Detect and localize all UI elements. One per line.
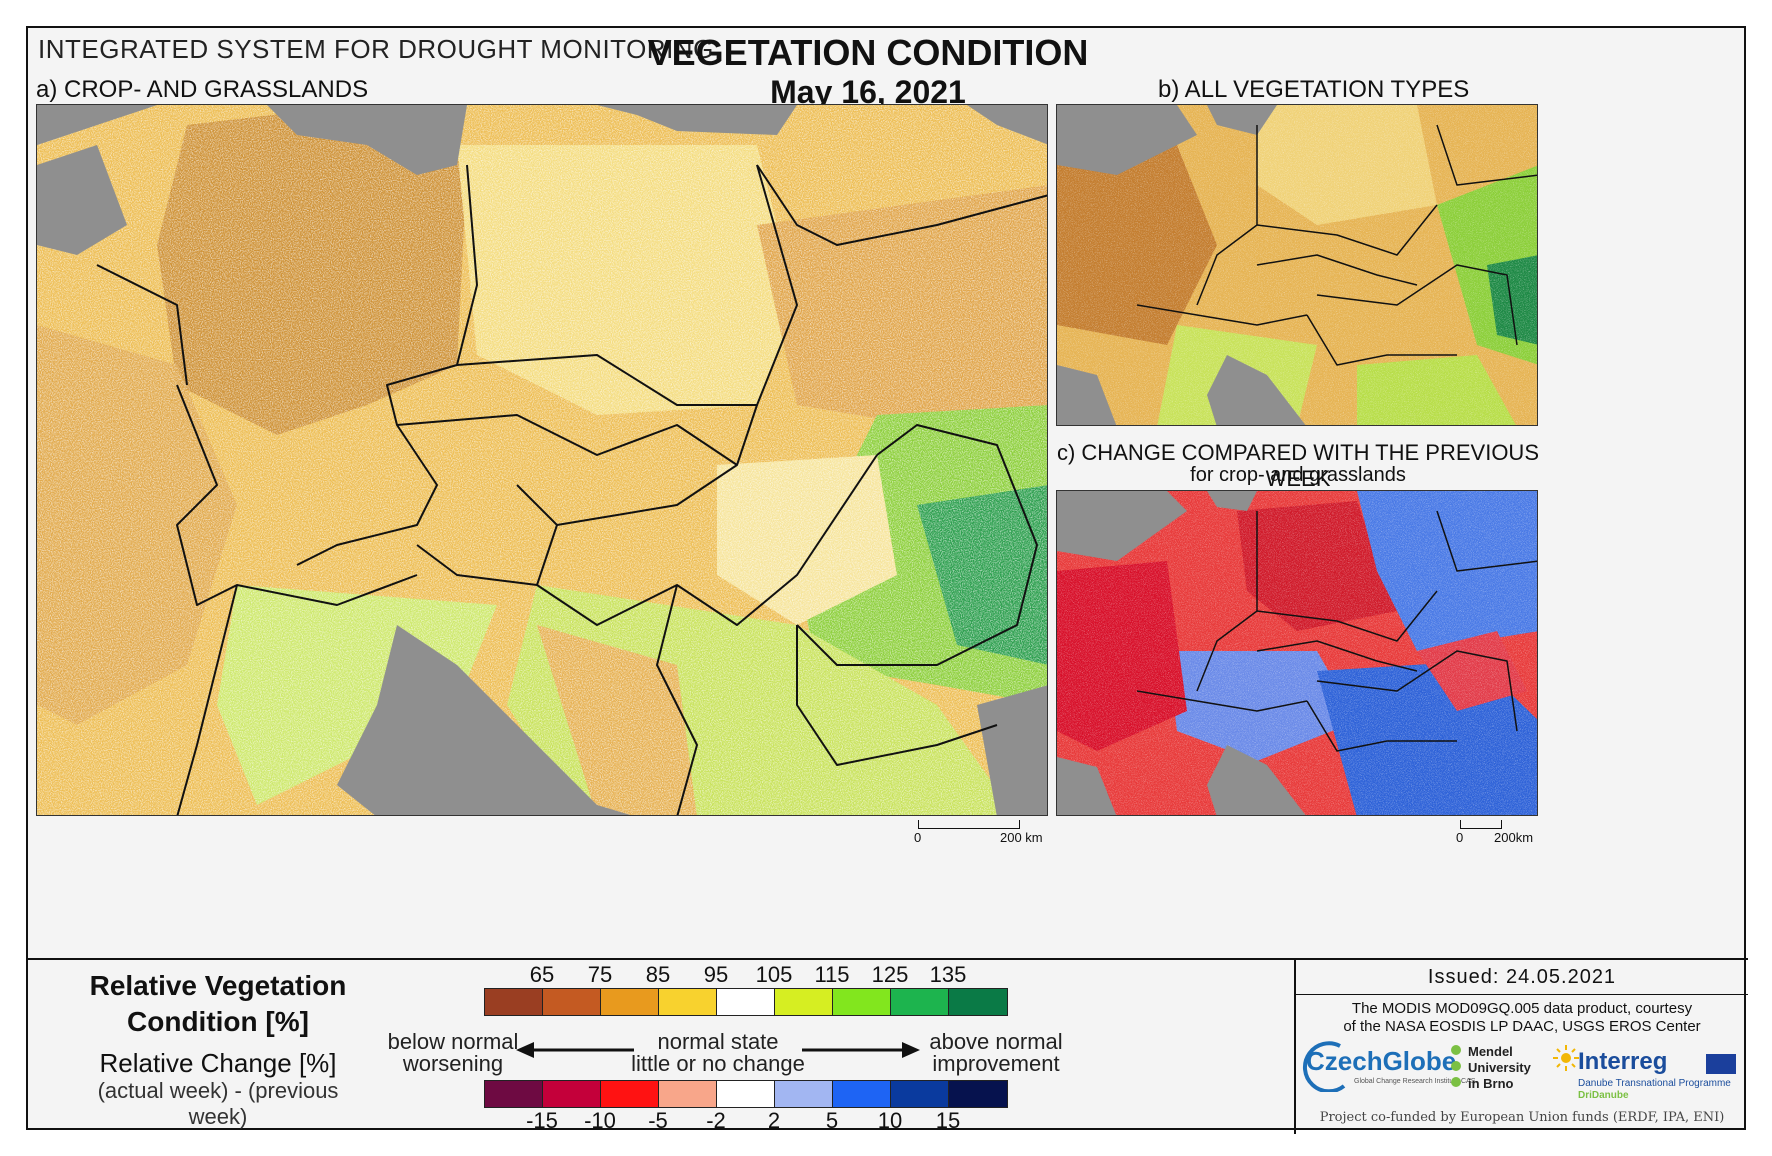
rc-tick-2: -5 (648, 1108, 668, 1133)
rvc-tick-5: 115 (814, 962, 850, 987)
rvc-tick-0: 65 (529, 962, 555, 987)
figure-frame: INTEGRATED SYSTEM FOR DROUGHT MONITORING… (26, 26, 1748, 1134)
arrow-right-icon (802, 1042, 920, 1058)
rc-swatch-2 (601, 1081, 659, 1107)
rvc-swatch-0 (485, 989, 543, 1015)
label-normal-state: normal state (657, 1029, 779, 1054)
map-weekly-change[interactable] (1056, 490, 1538, 816)
rvc-title-line2: Condition [%] (127, 1006, 309, 1037)
rvc-swatch-8 (949, 989, 1007, 1015)
czechglobe-logo-icon (1303, 1041, 1346, 1092)
eu-flag-icon (1706, 1054, 1736, 1074)
map-b-canvas (1057, 105, 1537, 425)
rc-title-text: Relative Change [%] (99, 1048, 337, 1078)
rc-tick-7: 15 (935, 1108, 961, 1133)
scale-zero-a: 0 (914, 830, 922, 845)
rc-swatch-5 (775, 1081, 833, 1107)
rc-swatch-6 (833, 1081, 891, 1107)
panel-b-label: b) ALL VEGETATION TYPES (1158, 76, 1470, 103)
mendel-dots-icon (1451, 1045, 1461, 1087)
rvc-swatch-1 (543, 989, 601, 1015)
rvc-tick-2: 85 (645, 962, 671, 987)
label-below-normal: below normal (387, 1029, 519, 1054)
rvc-tick-3: 95 (703, 962, 729, 987)
rvc-title-line1: Relative Vegetation (89, 970, 347, 1001)
rc-swatch-4 (717, 1081, 775, 1107)
courtesy-text: The MODIS MOD09GQ.005 data product, cour… (1296, 1000, 1748, 1036)
rvc-swatch-6 (833, 989, 891, 1015)
logo-interreg-sub2: DriDanube (1578, 1090, 1629, 1101)
label-above-normal: above normal (929, 1029, 1063, 1054)
main-title: VEGETATION CONDITION (647, 32, 1089, 73)
rc-formula: (actual week) - (previous week) (97, 1078, 339, 1129)
map-all-vegetation[interactable] (1056, 104, 1538, 426)
rc-tick-6: 10 (877, 1108, 903, 1133)
info-box: Issued: 24.05.2021 The MODIS MOD09GQ.005… (1294, 960, 1748, 1134)
interreg-sun-icon (1553, 1045, 1579, 1071)
rc-tick-5: 5 (825, 1108, 839, 1133)
rvc-color-scale (484, 988, 1008, 1016)
rvc-swatch-2 (601, 989, 659, 1015)
rc-color-scale (484, 1080, 1008, 1108)
label-worsening: worsening (402, 1051, 504, 1076)
rc-swatch-8 (949, 1081, 1007, 1107)
panel-c-label: c) CHANGE COMPARED WITH THE PREVIOUS WEE… (1056, 440, 1539, 491)
rvc-tick-4: 105 (755, 962, 793, 987)
panel-c-sublabel: for crop- and grasslands (1190, 464, 1406, 486)
courtesy-line2: of the NASA EOSDIS LP DAAC, USGS EROS Ce… (1343, 1018, 1701, 1035)
map-crop-grasslands[interactable] (36, 104, 1048, 816)
scale-bar-a (918, 820, 1020, 829)
label-improvement: improvement (932, 1051, 1060, 1076)
cofund-text: Project co-funded by European Union fund… (1319, 1110, 1725, 1125)
scale-zero-c: 0 (1456, 830, 1464, 845)
logo-mendel: Mendel University in Brno (1468, 1044, 1531, 1092)
rc-title: Relative Change [%] (actual week) - (pre… (68, 1048, 368, 1130)
rvc-tick-1: 75 (587, 962, 613, 987)
rvc-swatch-3 (659, 989, 717, 1015)
rc-tick-3: -2 (706, 1108, 726, 1133)
rvc-tick-6: 125 (871, 962, 909, 987)
system-title: INTEGRATED SYSTEM FOR DROUGHT MONITORING (38, 34, 714, 64)
logo-czechglobe-sub: Global Change Research Institute CAS (1354, 1078, 1476, 1085)
rvc-swatch-5 (775, 989, 833, 1015)
legend-panel: Relative Vegetation Condition [%] Relati… (28, 958, 1748, 1134)
map-c-canvas (1057, 491, 1537, 815)
rc-swatch-7 (891, 1081, 949, 1107)
scale-end-c: 200km (1494, 830, 1534, 845)
panel-a-label: a) CROP- AND GRASSLANDS (36, 76, 369, 103)
logo-czechglobe: CzechGlobe (1306, 1046, 1457, 1076)
info-divider (1296, 994, 1748, 995)
logo-mendel-2: University (1468, 1060, 1531, 1075)
rvc-swatch-4 (717, 989, 775, 1015)
logo-interreg-sub1: Danube Transnational Programme (1578, 1078, 1731, 1089)
logo-mendel-1: Mendel (1468, 1044, 1513, 1059)
rvc-tick-7: 135 (929, 962, 967, 987)
rc-swatch-1 (543, 1081, 601, 1107)
arrow-left-icon (516, 1042, 634, 1058)
rc-tick-4: 2 (767, 1108, 781, 1133)
scale-bar-c (1460, 820, 1502, 829)
logo-interreg-sub: Danube Transnational Programme DriDanube (1578, 1078, 1731, 1102)
rc-swatch-3 (659, 1081, 717, 1107)
rc-swatch-0 (485, 1081, 543, 1107)
logo-interreg: Interreg (1578, 1048, 1668, 1075)
rc-tick-1: -10 (584, 1108, 616, 1133)
map-a-canvas (37, 105, 1047, 815)
courtesy-line1: The MODIS MOD09GQ.005 data product, cour… (1351, 1000, 1693, 1017)
logo-mendel-3: in Brno (1468, 1076, 1514, 1091)
scale-end-a: 200 km (1000, 830, 1043, 845)
rc-tick-0: -15 (526, 1108, 558, 1133)
rvc-title: Relative Vegetation Condition [%] (68, 968, 368, 1040)
issued-date: Issued: 24.05.2021 (1427, 966, 1617, 988)
rvc-swatch-7 (891, 989, 949, 1015)
label-no-change: little or no change (631, 1051, 805, 1076)
